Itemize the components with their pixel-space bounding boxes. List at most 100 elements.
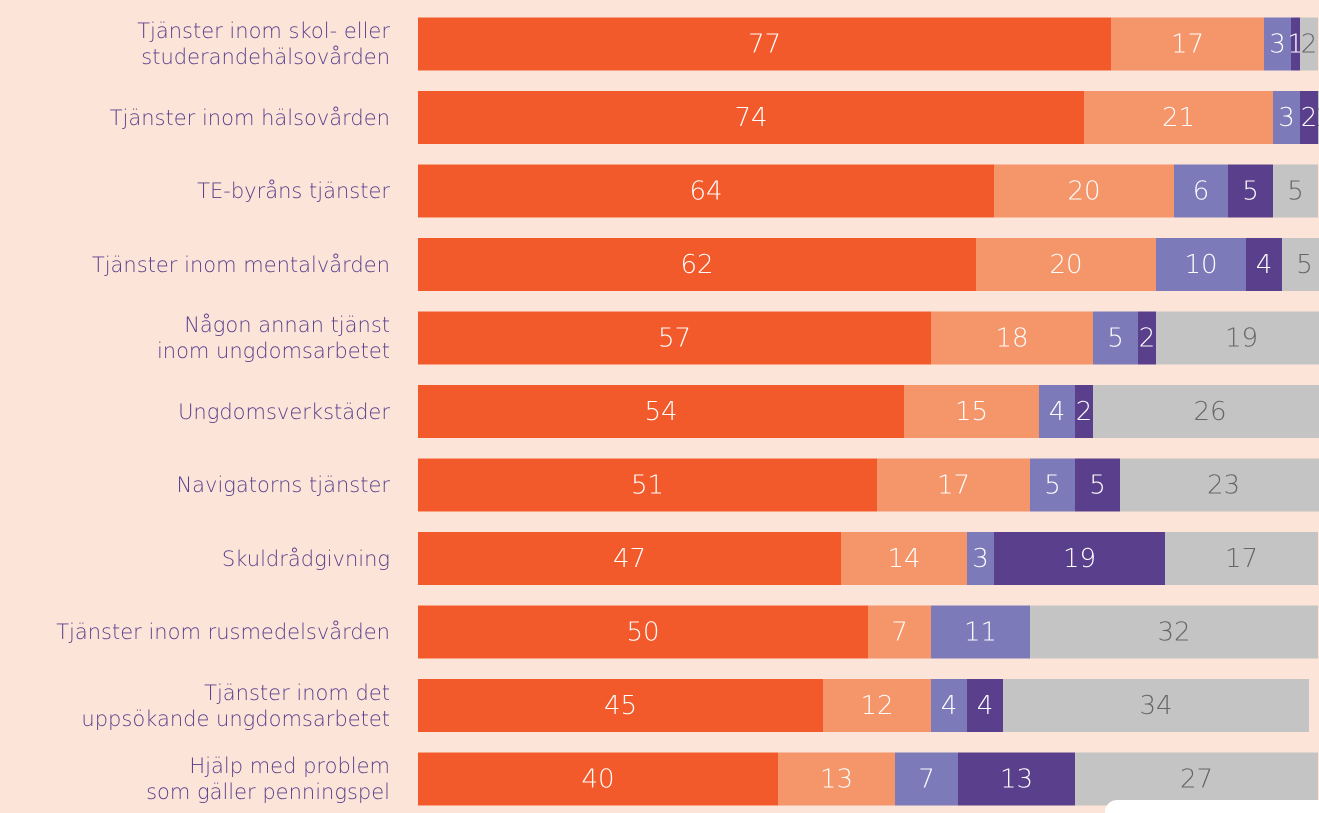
bar-segment (1138, 311, 1156, 365)
bar-segment (418, 91, 1084, 144)
bar-segment (1039, 385, 1075, 438)
category-label: Tjänster inom det uppsökande ungdomsarbe… (81, 680, 390, 731)
data-label: 14 (887, 544, 920, 574)
bar-segment (1291, 17, 1300, 71)
data-label: 74 (734, 103, 767, 133)
data-label: 20 (1049, 250, 1082, 280)
bar-segment (418, 311, 931, 365)
bar-segment (1300, 17, 1318, 71)
bar-segment (1300, 91, 1318, 144)
data-label: 10 (1184, 250, 1217, 280)
data-label: 19 (1063, 544, 1096, 574)
bar-segment (418, 605, 868, 659)
category-label: Skuldrådgivning (221, 546, 390, 571)
bar-segment (418, 532, 841, 585)
bar-segment (1156, 238, 1246, 291)
bar-segment (994, 532, 1165, 585)
category-label: Tjänster inom rusmedelsvården (56, 620, 390, 644)
bar-segment (418, 458, 877, 512)
data-label: 2 (1301, 30, 1318, 60)
bar-segment (1030, 605, 1318, 659)
data-label: 64 (689, 177, 722, 207)
bar-segment (1003, 679, 1309, 732)
bar-segment (868, 605, 931, 659)
bar-segment (967, 532, 994, 585)
bar-segment (418, 17, 1111, 71)
data-label: 51 (631, 471, 664, 501)
data-label: 2 (1076, 397, 1093, 427)
data-label: 5 (1287, 177, 1304, 207)
bar-segment (418, 164, 994, 218)
bar-segment (778, 752, 895, 806)
data-label: 13 (820, 765, 853, 795)
data-label: 50 (626, 618, 659, 648)
category-label: Ungdomsverkstäder (178, 399, 390, 424)
data-label: 12 (860, 691, 893, 721)
data-label: 6 (1193, 177, 1210, 207)
bar-segment (1228, 164, 1273, 218)
bar-segment (1075, 752, 1318, 806)
bar-segment (895, 752, 958, 806)
overlay-panel (1105, 800, 1319, 813)
data-label: 4 (977, 691, 994, 721)
bar-segment (1273, 91, 1300, 144)
data-label: 3 (1269, 30, 1286, 60)
bar-segment (1030, 458, 1075, 512)
bar-segment (1120, 458, 1319, 512)
data-label: 5 (1044, 471, 1061, 501)
data-label: 1 (1314, 103, 1319, 133)
bar-segment (841, 532, 967, 585)
data-label: 27 (1180, 765, 1213, 795)
bar-segment (418, 752, 778, 806)
bar-segment (418, 385, 904, 438)
data-label: 17 (937, 471, 970, 501)
data-label: 62 (680, 250, 713, 280)
data-label: 77 (748, 30, 781, 60)
data-label: 32 (1157, 618, 1190, 648)
bar-segment (904, 385, 1039, 438)
bar-segment (958, 752, 1075, 806)
bar-segment (1075, 458, 1120, 512)
bar-segment (418, 238, 976, 291)
data-label: 5 (1242, 177, 1259, 207)
bar-segment (418, 679, 823, 732)
bar-segment (967, 679, 1003, 732)
data-label: 18 (995, 324, 1028, 354)
category-label: Tjänster inom hälsovården (109, 105, 390, 130)
data-label: 5 (1089, 471, 1106, 501)
data-label: 3 (1278, 103, 1295, 133)
bar-segment (1282, 238, 1319, 291)
data-label: 57 (658, 324, 691, 354)
data-label: 7 (891, 618, 908, 648)
category-label: Någon annan tjänst inom ungdomsarbetet (156, 313, 390, 363)
data-label: 11 (964, 618, 997, 648)
data-label: 2 (1139, 324, 1156, 354)
data-label: 1 (1287, 30, 1304, 60)
data-label: 5 (1296, 250, 1313, 280)
data-label: 15 (955, 397, 988, 427)
data-label: 17 (1225, 544, 1258, 574)
data-label: 23 (1207, 471, 1240, 501)
bar-segment (1156, 311, 1319, 365)
data-label: 4 (1049, 397, 1066, 427)
category-label: TE-byråns tjänster (197, 179, 390, 203)
data-label: 17 (1171, 30, 1204, 60)
bar-segment (1093, 385, 1319, 438)
category-label: Hjälp med problem som gäller penningspel (146, 754, 390, 804)
bar-segment (931, 679, 967, 732)
data-label: 54 (644, 397, 677, 427)
bar-segment (1084, 91, 1273, 144)
data-label: 45 (604, 691, 637, 721)
category-label: Tjänster inom skol- eller studerandehäls… (137, 19, 390, 69)
bar-segment (877, 458, 1030, 512)
data-label: 34 (1139, 691, 1172, 721)
bar-segment (931, 605, 1030, 659)
category-label: Navigatorns tjänster (176, 473, 390, 497)
bar-segment (931, 311, 1093, 365)
data-label: 3 (972, 544, 989, 574)
bar-segment (976, 238, 1156, 291)
data-label: 40 (581, 765, 614, 795)
bar-segment (1093, 311, 1138, 365)
